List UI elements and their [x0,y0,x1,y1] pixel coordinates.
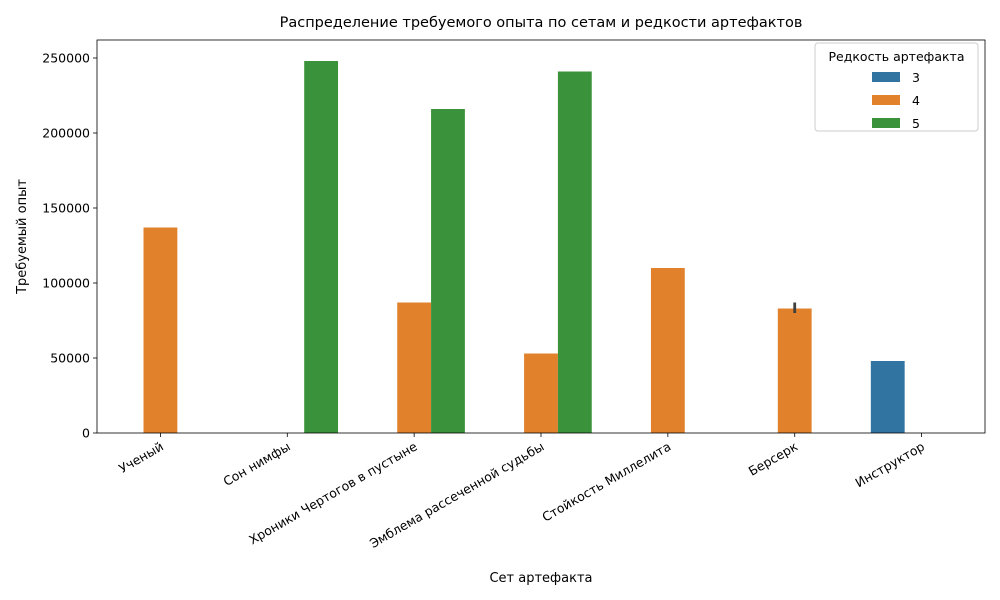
legend-swatch [872,95,900,105]
x-tick-label: Берсерк [746,438,801,478]
y-tick-label: 100000 [42,276,90,291]
bar [304,61,339,433]
y-axis-label: Требуемый опыт [15,179,30,295]
legend-title: Редкость артефакта [829,49,965,64]
bar [557,71,592,433]
bar [650,268,685,433]
y-tick-label: 150000 [42,201,90,216]
bar [777,308,812,433]
y-tick-label: 200000 [42,126,90,141]
y-axis: 0 50000 100000 150000 200000 250000 [42,51,97,441]
bar [397,302,432,433]
legend-label: 3 [912,70,920,85]
x-tick-label: Ученый [116,439,166,476]
legend-box [814,42,979,132]
y-tick-label: 250000 [42,51,90,66]
y-tick-label: 50000 [50,351,90,366]
bar [524,353,558,433]
y-tick-label: 0 [82,426,90,441]
bar [143,227,178,433]
legend-swatch [872,72,900,82]
bar [870,361,905,433]
x-tick-label: Сон нимфы [220,439,292,489]
legend-swatch [872,118,900,128]
x-tick-label: Инструктор [853,439,928,491]
legend: Редкость артефакта 3 4 5 [814,42,979,132]
legend-label: 5 [912,116,920,131]
x-tick-label: Стойкость Миллелита [539,439,673,525]
x-axis-label: Сет артефакта [489,571,592,586]
legend-label: 4 [912,93,920,108]
plot-frame [96,39,986,434]
bars-group [143,61,905,433]
chart-title: Распределение требуемого опыта по сетам … [280,15,803,31]
bar [431,109,465,433]
